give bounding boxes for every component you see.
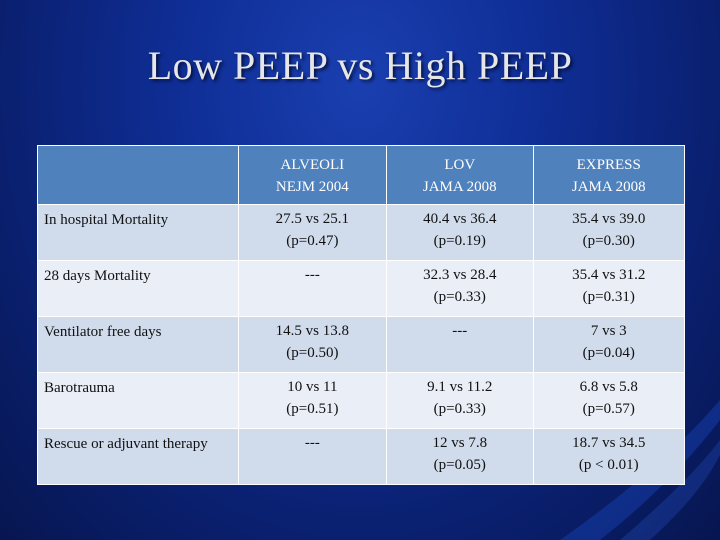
- header-line-1: LOV: [444, 157, 476, 173]
- table-row: In hospital Mortality 27.5 vs 25.1 (p=0.…: [37, 204, 685, 261]
- cell-value: 10 vs 11: [287, 379, 338, 395]
- cell-value: 14.5 vs 13.8: [275, 323, 349, 339]
- header-corner-cell: [37, 145, 239, 205]
- cell-pvalue: (p=0.19): [433, 233, 486, 249]
- table-cell: 27.5 vs 25.1 (p=0.47): [237, 204, 388, 261]
- table-row: Ventilator free days 14.5 vs 13.8 (p=0.5…: [37, 316, 685, 373]
- cell-pvalue: (p=0.30): [582, 233, 635, 249]
- cell-value: 35.4 vs 39.0: [572, 211, 646, 227]
- cell-pvalue: (p=0.33): [433, 289, 486, 305]
- header-line-2: JAMA 2008: [422, 179, 497, 195]
- cell-value: 35.4 vs 31.2: [572, 267, 646, 283]
- cell-pvalue: (p=0.47): [286, 233, 339, 249]
- cell-pvalue: (p=0.51): [286, 401, 339, 417]
- header-line-1: EXPRESS: [576, 157, 641, 173]
- table-cell: 40.4 vs 36.4 (p=0.19): [386, 204, 534, 261]
- cell-pvalue: (p=0.57): [582, 401, 635, 417]
- table-cell: 9.1 vs 11.2 (p=0.33): [386, 372, 534, 429]
- table-cell: 18.7 vs 34.5 (p < 0.01): [532, 428, 685, 485]
- cell-value: 40.4 vs 36.4: [423, 211, 497, 227]
- table-row: Rescue or adjuvant therapy --- 12 vs 7.8…: [37, 428, 685, 485]
- cell-value: ---: [304, 267, 320, 283]
- header-lov: LOV JAMA 2008: [386, 145, 534, 205]
- table-cell: ---: [237, 428, 388, 485]
- table-row: 28 days Mortality --- 32.3 vs 28.4 (p=0.…: [37, 260, 685, 317]
- cell-pvalue: (p=0.50): [286, 345, 339, 361]
- table-header-row: ALVEOLI NEJM 2004 LOV JAMA 2008 EXPRESS …: [37, 145, 685, 205]
- header-line-1: ALVEOLI: [280, 157, 345, 173]
- row-label: Rescue or adjuvant therapy: [37, 428, 239, 485]
- cell-value: ---: [452, 323, 468, 339]
- table-row: Barotrauma 10 vs 11 (p=0.51) 9.1 vs 11.2…: [37, 372, 685, 429]
- cell-value: 12 vs 7.8: [432, 435, 488, 451]
- header-express: EXPRESS JAMA 2008: [532, 145, 685, 205]
- cell-value: 27.5 vs 25.1: [275, 211, 349, 227]
- cell-value: 32.3 vs 28.4: [423, 267, 497, 283]
- table-cell: 10 vs 11 (p=0.51): [237, 372, 388, 429]
- row-label: Ventilator free days: [37, 316, 239, 373]
- cell-value: 7 vs 3: [590, 323, 627, 339]
- table-cell: 35.4 vs 31.2 (p=0.31): [532, 260, 685, 317]
- table-cell: 14.5 vs 13.8 (p=0.50): [237, 316, 388, 373]
- table-cell: 7 vs 3 (p=0.04): [532, 316, 685, 373]
- cell-pvalue: (p=0.05): [433, 457, 486, 473]
- header-line-2: JAMA 2008: [571, 179, 646, 195]
- cell-pvalue: (p=0.04): [582, 345, 635, 361]
- row-label: 28 days Mortality: [37, 260, 239, 317]
- cell-pvalue: (p=0.33): [433, 401, 486, 417]
- table-cell: 12 vs 7.8 (p=0.05): [386, 428, 534, 485]
- cell-pvalue: (p=0.31): [582, 289, 635, 305]
- cell-value: ---: [304, 435, 320, 451]
- cell-pvalue: (p < 0.01): [578, 457, 639, 473]
- row-label: Barotrauma: [37, 372, 239, 429]
- table-cell: ---: [237, 260, 388, 317]
- header-line-2: NEJM 2004: [275, 179, 349, 195]
- table-cell: 35.4 vs 39.0 (p=0.30): [532, 204, 685, 261]
- slide-title: Low PEEP vs High PEEP: [147, 43, 573, 88]
- table-cell: 32.3 vs 28.4 (p=0.33): [386, 260, 534, 317]
- cell-value: 6.8 vs 5.8: [579, 379, 638, 395]
- cell-value: 18.7 vs 34.5: [572, 435, 646, 451]
- comparison-table: ALVEOLI NEJM 2004 LOV JAMA 2008 EXPRESS …: [37, 145, 685, 485]
- table-cell: ---: [386, 316, 534, 373]
- header-alveoli: ALVEOLI NEJM 2004: [237, 145, 388, 205]
- cell-value: 9.1 vs 11.2: [427, 379, 493, 395]
- table-cell: 6.8 vs 5.8 (p=0.57): [532, 372, 685, 429]
- row-label: In hospital Mortality: [37, 204, 239, 261]
